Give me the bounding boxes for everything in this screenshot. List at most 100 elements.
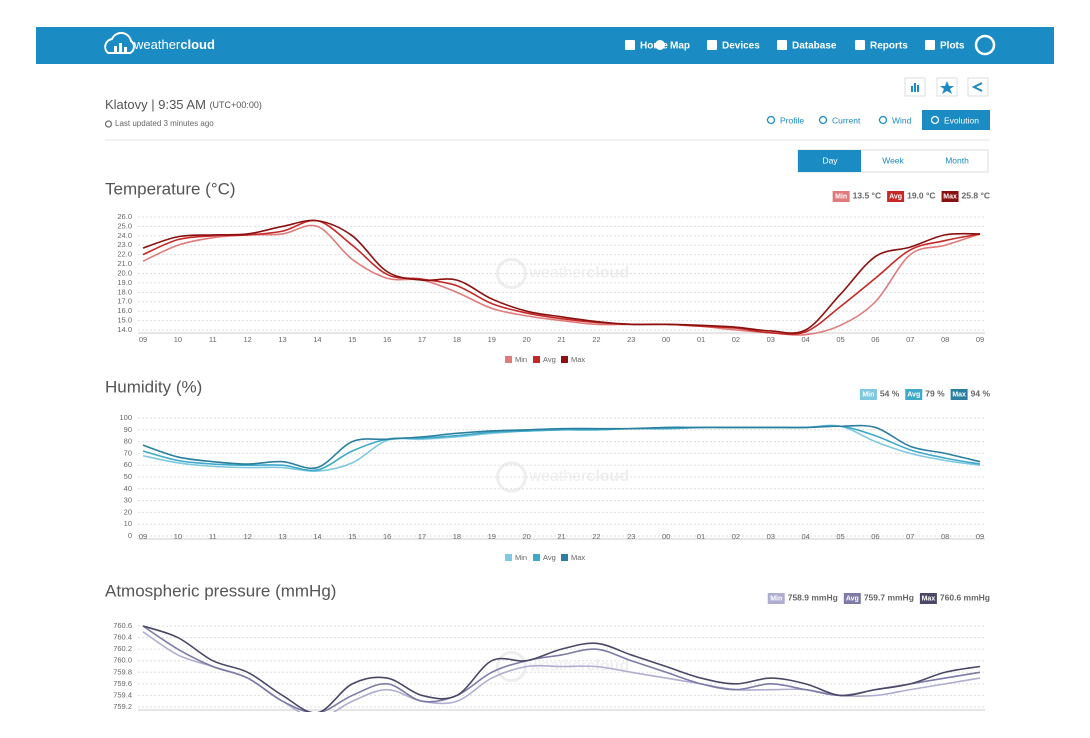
x-tick-label: 04	[801, 532, 809, 541]
share-button[interactable]	[967, 77, 989, 97]
x-tick-label: 14	[313, 335, 321, 344]
summary-value: 759.7 mmHg	[864, 592, 914, 602]
legend-label[interactable]: Min	[515, 731, 527, 738]
x-tick-label: 09	[139, 532, 147, 541]
x-tick-label: 23	[627, 335, 635, 344]
nav-item[interactable]: Home	[640, 41, 668, 52]
x-tick-label: 05	[836, 335, 844, 344]
tab[interactable]: Wind	[892, 115, 912, 125]
legend-label[interactable]: Min	[515, 355, 527, 364]
nav-item[interactable]: Devices	[722, 41, 760, 52]
y-tick-label: 17.0	[117, 297, 132, 306]
tab[interactable]: Evolution	[944, 115, 979, 125]
station-name: Klatovy | 9:35 AM	[105, 97, 206, 112]
x-tick-label: 19	[488, 710, 496, 719]
x-tick-label: 15	[348, 532, 356, 541]
x-tick-label: 08	[941, 710, 949, 719]
x-tick-label: 05	[836, 532, 844, 541]
y-tick-label: 760.4	[113, 633, 132, 642]
period-button[interactable]: Month	[945, 155, 969, 165]
y-tick-label: 759.4	[113, 690, 132, 699]
summary-value: 19.0 °C	[907, 190, 935, 200]
summary-badge	[950, 389, 968, 400]
period-button[interactable]: Week	[882, 155, 904, 165]
summary-badge	[887, 191, 905, 202]
legend-swatch	[505, 732, 512, 738]
y-tick-label: 760.2	[113, 644, 132, 653]
nav-icon	[655, 40, 665, 50]
chart: Humidity (%) 94 % Max 79 % Avg 54 % Min weather…	[105, 377, 990, 562]
icon	[917, 85, 919, 92]
x-tick-label: 07	[906, 532, 914, 541]
y-tick-label: 25.0	[117, 221, 132, 230]
x-tick-label: 02	[732, 335, 740, 344]
tab[interactable]: Current	[832, 115, 861, 125]
summary-value: 25.8 °C	[962, 190, 990, 200]
x-tick-label: 06	[871, 710, 879, 719]
y-tick-label: 759.2	[113, 702, 132, 711]
nav-item[interactable]: Reports	[870, 41, 908, 52]
x-tick-label: 10	[174, 335, 182, 344]
x-tick-label: 14	[313, 532, 321, 541]
y-tick-label: 20	[124, 507, 132, 516]
legend-swatch	[533, 356, 540, 363]
y-tick-label: 24.0	[117, 231, 132, 240]
period-button[interactable]: Day	[822, 155, 838, 165]
x-tick-label: 06	[871, 532, 879, 541]
legend-label[interactable]: Avg	[543, 355, 556, 364]
nav-item[interactable]: Database	[792, 41, 837, 52]
y-tick-label: 16.0	[117, 306, 132, 315]
summary-badge	[905, 389, 923, 400]
y-tick-label: 14.0	[117, 325, 132, 334]
icon	[911, 86, 913, 92]
tab-icon	[766, 115, 776, 125]
nav-icon	[777, 40, 787, 50]
refresh-icon	[104, 120, 113, 128]
summary-label: Min	[770, 595, 782, 602]
x-tick-label: 13	[278, 335, 286, 344]
y-tick-label: 18.0	[117, 287, 132, 296]
x-tick-label: 06	[871, 335, 879, 344]
summary-value: 94 %	[971, 388, 991, 398]
icon	[914, 83, 916, 92]
user-icon[interactable]	[974, 34, 996, 56]
chart: Atmospheric pressure (mmHg) 760.6 mmHg Max…	[105, 581, 990, 738]
summary-label: Max	[952, 391, 966, 398]
logo-text[interactable]: weathercloud	[133, 37, 215, 52]
legend-label[interactable]: Max	[571, 553, 585, 562]
legend-label[interactable]: Max	[571, 731, 585, 738]
legend-label[interactable]: Avg	[543, 553, 556, 562]
x-tick-label: 20	[522, 335, 530, 344]
x-tick-label: 21	[557, 532, 565, 541]
logo-icon[interactable]	[104, 31, 135, 54]
x-tick-label: 00	[662, 335, 670, 344]
x-tick-label: 18	[453, 710, 461, 719]
legend-label[interactable]: Max	[571, 355, 585, 364]
x-tick-label: 03	[767, 335, 775, 344]
tab-icon	[878, 115, 888, 125]
nav-item[interactable]: Map	[670, 41, 690, 52]
tab[interactable]: Profile	[780, 115, 804, 125]
summary-label: Min	[862, 391, 874, 398]
x-tick-label: 12	[243, 335, 251, 344]
station-title: Klatovy | 9:35 AM (UTC+00:00)	[105, 97, 262, 112]
x-tick-label: 00	[662, 710, 670, 719]
legend-label[interactable]: Min	[515, 553, 527, 562]
x-tick-label: 09	[976, 710, 984, 719]
y-tick-label: 50	[124, 472, 132, 481]
legend-swatch	[533, 554, 540, 561]
y-tick-label: 760.6	[113, 621, 132, 630]
logo-bar	[124, 47, 127, 53]
x-tick-label: 23	[627, 710, 635, 719]
nav-item[interactable]: Plots	[940, 41, 965, 52]
legend-label[interactable]: Avg	[543, 731, 556, 738]
series-line	[142, 625, 981, 712]
summary-value: 54 %	[880, 388, 900, 398]
chart: Temperature (°C) 25.8 °C Max 19.0 °C Avg 13.5…	[105, 179, 990, 364]
x-tick-label: 17	[418, 532, 426, 541]
y-tick-label: 60	[124, 460, 132, 469]
watermark-light: weather	[529, 468, 588, 485]
logo-light: weather	[133, 37, 181, 52]
series-line	[142, 219, 981, 334]
